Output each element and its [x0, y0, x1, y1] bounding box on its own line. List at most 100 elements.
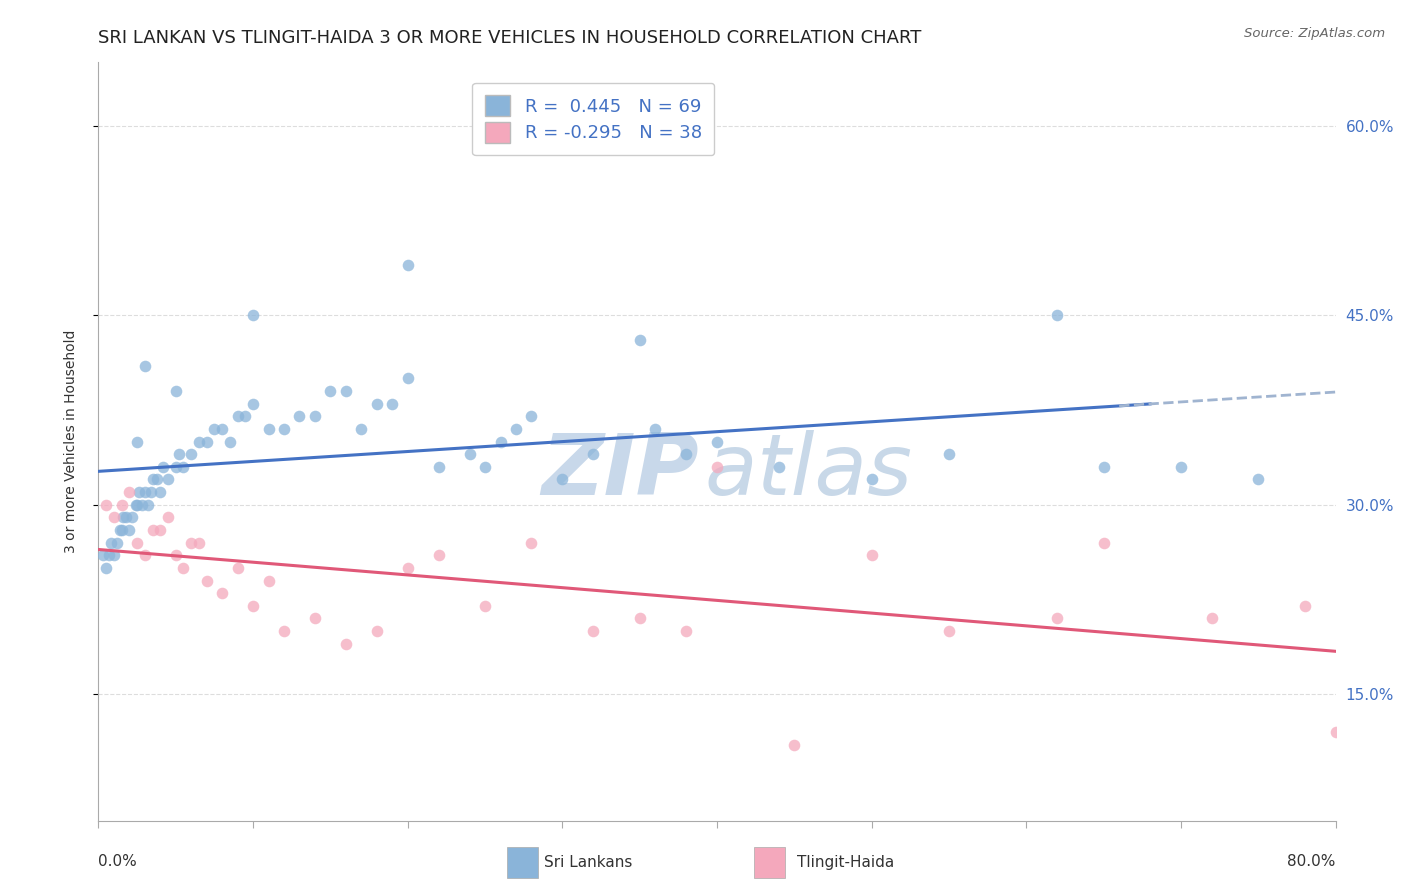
Point [1201, 611, 1223, 625]
Point [489, 434, 512, 449]
Point [134, 359, 156, 373]
Point [211, 422, 233, 436]
Point [98, 548, 121, 563]
Point [768, 459, 790, 474]
Text: ZIP: ZIP [541, 430, 699, 514]
Point [335, 384, 357, 398]
Point [165, 548, 187, 563]
Point [127, 498, 149, 512]
Point [180, 535, 202, 549]
Point [103, 510, 125, 524]
Point [1046, 308, 1069, 322]
Point [783, 738, 806, 752]
Point [520, 409, 543, 424]
Legend: R =  0.445   N = 69, R = -0.295   N = 38: R = 0.445 N = 69, R = -0.295 N = 38 [472, 83, 714, 155]
Point [1294, 599, 1316, 613]
Point [1247, 473, 1270, 487]
Point [304, 409, 326, 424]
Point [112, 510, 135, 524]
Point [134, 548, 156, 563]
Text: 80.0%: 80.0% [1288, 855, 1336, 869]
Point [149, 485, 172, 500]
Text: Sri Lankans: Sri Lankans [544, 855, 633, 870]
Point [146, 473, 169, 487]
Point [366, 624, 388, 639]
Point [219, 434, 242, 449]
Point [938, 624, 960, 639]
FancyBboxPatch shape [754, 847, 785, 878]
Point [172, 561, 194, 575]
Point [257, 422, 280, 436]
Point [257, 574, 280, 588]
Point [96, 498, 118, 512]
Point [582, 447, 605, 461]
Point [195, 434, 218, 449]
Point [938, 447, 960, 461]
Point [111, 498, 132, 512]
Point [157, 510, 180, 524]
Point [188, 434, 211, 449]
Point [396, 561, 419, 575]
Point [108, 523, 131, 537]
Point [141, 473, 165, 487]
Point [396, 258, 419, 272]
Point [396, 371, 419, 385]
Point [118, 523, 141, 537]
Point [157, 473, 180, 487]
Point [204, 422, 226, 436]
Text: 0.0%: 0.0% [98, 855, 138, 869]
Point [136, 498, 159, 512]
Point [706, 434, 728, 449]
Point [149, 523, 172, 537]
Point [350, 422, 373, 436]
Point [458, 447, 481, 461]
Point [96, 561, 118, 575]
Point [628, 334, 651, 348]
Point [319, 384, 342, 398]
Point [628, 611, 651, 625]
Point [505, 422, 527, 436]
Point [582, 624, 605, 639]
Text: Tlingit-Haida: Tlingit-Haida [797, 855, 894, 870]
Point [195, 574, 218, 588]
Point [366, 396, 388, 410]
Point [474, 459, 496, 474]
Point [131, 498, 153, 512]
Point [165, 384, 187, 398]
Point [304, 611, 326, 625]
Point [139, 485, 162, 500]
Point [1092, 459, 1115, 474]
Point [242, 599, 264, 613]
Point [273, 422, 295, 436]
Text: SRI LANKAN VS TLINGIT-HAIDA 3 OR MORE VEHICLES IN HOUSEHOLD CORRELATION CHART: SRI LANKAN VS TLINGIT-HAIDA 3 OR MORE VE… [98, 29, 922, 47]
Point [242, 396, 264, 410]
Point [1046, 611, 1069, 625]
Point [165, 459, 187, 474]
Text: atlas: atlas [704, 430, 912, 514]
Point [211, 586, 233, 600]
Point [226, 409, 249, 424]
Point [860, 548, 883, 563]
Point [124, 498, 146, 512]
Point [288, 409, 311, 424]
Point [1324, 725, 1347, 739]
Point [134, 485, 156, 500]
Point [141, 523, 165, 537]
Point [706, 459, 728, 474]
Point [242, 308, 264, 322]
Point [121, 510, 143, 524]
Point [427, 459, 450, 474]
Point [427, 548, 450, 563]
Point [335, 637, 357, 651]
Point [115, 510, 138, 524]
Point [1170, 459, 1192, 474]
Point [273, 624, 295, 639]
Point [675, 624, 697, 639]
Point [860, 473, 883, 487]
Point [152, 459, 174, 474]
Point [551, 473, 574, 487]
Point [167, 447, 190, 461]
Point [474, 599, 496, 613]
Point [381, 396, 404, 410]
Point [127, 535, 149, 549]
